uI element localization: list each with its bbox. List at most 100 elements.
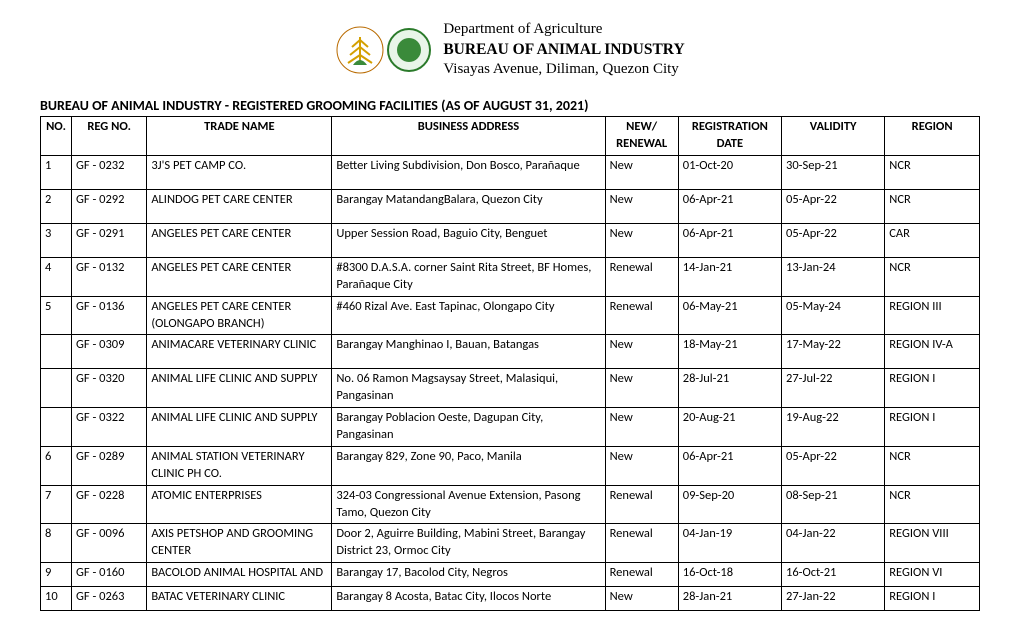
- cell-nr: Renewal: [605, 296, 678, 335]
- cell-trade: 3J'S PET CAMP CO.: [147, 155, 332, 189]
- cell-validity: 13-Jan-24: [782, 257, 885, 296]
- cell-no: 7: [41, 485, 72, 524]
- table-row: 5GF - 0136ANGELES PET CARE CENTER (OLONG…: [41, 296, 980, 335]
- cell-no: 5: [41, 296, 72, 335]
- cell-regno: GF - 0232: [72, 155, 147, 189]
- da-logo: [335, 25, 385, 75]
- cell-regno: GF - 0136: [72, 296, 147, 335]
- cell-date: 06-Apr-21: [678, 189, 781, 223]
- cell-date: 06-Apr-21: [678, 223, 781, 257]
- col-trade: TRADE NAME: [147, 117, 332, 156]
- cell-no: 4: [41, 257, 72, 296]
- cell-date: 14-Jan-21: [678, 257, 781, 296]
- cell-addr: Better Living Subdivision, Don Bosco, Pa…: [332, 155, 605, 189]
- cell-validity: 30-Sep-21: [782, 155, 885, 189]
- cell-nr: New: [605, 446, 678, 485]
- cell-addr: #460 Rizal Ave. East Tapinac, Olongapo C…: [332, 296, 605, 335]
- cell-validity: 16-Oct-21: [782, 563, 885, 587]
- cell-no: 2: [41, 189, 72, 223]
- cell-regno: GF - 0320: [72, 369, 147, 408]
- cell-trade: ANGELES PET CARE CENTER (OLONGAPO BRANCH…: [147, 296, 332, 335]
- table-row: GF - 0320ANIMAL LIFE CLINIC AND SUPPLYNo…: [41, 369, 980, 408]
- cell-addr: No. 06 Ramon Magsaysay Street, Malasiqui…: [332, 369, 605, 408]
- cell-validity: 04-Jan-22: [782, 524, 885, 563]
- cell-region: REGION III: [885, 296, 980, 335]
- cell-addr: Barangay 829, Zone 90, Paco, Manila: [332, 446, 605, 485]
- cell-nr: New: [605, 223, 678, 257]
- table-row: 3GF - 0291ANGELES PET CARE CENTERUpper S…: [41, 223, 980, 257]
- header-text: Department of Agriculture BUREAU OF ANIM…: [443, 20, 684, 79]
- cell-date: 06-May-21: [678, 296, 781, 335]
- cell-nr: Renewal: [605, 257, 678, 296]
- cell-regno: GF - 0228: [72, 485, 147, 524]
- cell-nr: New: [605, 587, 678, 611]
- cell-addr: Barangay Poblacion Oeste, Dagupan City, …: [332, 408, 605, 447]
- cell-nr: New: [605, 335, 678, 369]
- dept-line: Department of Agriculture: [443, 20, 684, 40]
- cell-regno: GF - 0291: [72, 223, 147, 257]
- cell-nr: New: [605, 189, 678, 223]
- cell-validity: 27-Jul-22: [782, 369, 885, 408]
- cell-region: REGION IV-A: [885, 335, 980, 369]
- cell-region: REGION I: [885, 587, 980, 611]
- cell-addr: Barangay 8 Acosta, Batac City, Ilocos No…: [332, 587, 605, 611]
- cell-date: 04-Jan-19: [678, 524, 781, 563]
- cell-addr: Barangay MatandangBalara, Quezon City: [332, 189, 605, 223]
- cell-region: NCR: [885, 257, 980, 296]
- cell-regno: GF - 0160: [72, 563, 147, 587]
- cell-date: 28-Jul-21: [678, 369, 781, 408]
- cell-region: NCR: [885, 485, 980, 524]
- cell-region: NCR: [885, 155, 980, 189]
- cell-date: 18-May-21: [678, 335, 781, 369]
- cell-trade: ANGELES PET CARE CENTER: [147, 257, 332, 296]
- cell-date: 01-Oct-20: [678, 155, 781, 189]
- col-addr: BUSINESS ADDRESS: [332, 117, 605, 156]
- cell-trade: ANIMACARE VETERINARY CLINIC: [147, 335, 332, 369]
- cell-no: 9: [41, 563, 72, 587]
- table-row: 2GF - 0292ALINDOG PET CARE CENTERBaranga…: [41, 189, 980, 223]
- cell-validity: 17-May-22: [782, 335, 885, 369]
- cell-region: CAR: [885, 223, 980, 257]
- table-row: GF - 0322ANIMAL LIFE CLINIC AND SUPPLYBa…: [41, 408, 980, 447]
- cell-regno: GF - 0132: [72, 257, 147, 296]
- cell-region: NCR: [885, 189, 980, 223]
- table-row: GF - 0309ANIMACARE VETERINARY CLINICBara…: [41, 335, 980, 369]
- cell-date: 09-Sep-20: [678, 485, 781, 524]
- cell-date: 06-Apr-21: [678, 446, 781, 485]
- cell-regno: GF - 0292: [72, 189, 147, 223]
- cell-regno: GF - 0096: [72, 524, 147, 563]
- col-validity: VALIDITY: [782, 117, 885, 156]
- address-line: Visayas Avenue, Diliman, Quezon City: [443, 60, 684, 80]
- cell-validity: 05-Apr-22: [782, 446, 885, 485]
- cell-validity: 05-May-24: [782, 296, 885, 335]
- cell-regno: GF - 0322: [72, 408, 147, 447]
- cell-date: 28-Jan-21: [678, 587, 781, 611]
- cell-nr: Renewal: [605, 485, 678, 524]
- cell-no: [41, 369, 72, 408]
- cell-no: [41, 335, 72, 369]
- cell-region: REGION VI: [885, 563, 980, 587]
- cell-validity: 19-Aug-22: [782, 408, 885, 447]
- facilities-table: NO. REG NO. TRADE NAME BUSINESS ADDRESS …: [40, 116, 980, 611]
- cell-trade: ANIMAL STATION VETERINARY CLINIC PH CO.: [147, 446, 332, 485]
- cell-no: 1: [41, 155, 72, 189]
- cell-region: REGION I: [885, 369, 980, 408]
- cell-regno: GF - 0309: [72, 335, 147, 369]
- col-nr: NEW/RENEWAL: [605, 117, 678, 156]
- table-row: 7GF - 0228ATOMIC ENTERPRISES324-03 Congr…: [41, 485, 980, 524]
- cell-addr: Door 2, Aguirre Building, Mabini Street,…: [332, 524, 605, 563]
- table-row: 6GF - 0289ANIMAL STATION VETERINARY CLIN…: [41, 446, 980, 485]
- cell-region: NCR: [885, 446, 980, 485]
- table-row: 4GF - 0132ANGELES PET CARE CENTER#8300 D…: [41, 257, 980, 296]
- header-logos: [335, 25, 431, 75]
- col-region: REGION: [885, 117, 980, 156]
- cell-date: 16-Oct-18: [678, 563, 781, 587]
- cell-addr: Barangay Manghinao I, Bauan, Batangas: [332, 335, 605, 369]
- cell-validity: 05-Apr-22: [782, 189, 885, 223]
- bureau-line: BUREAU OF ANIMAL INDUSTRY: [443, 40, 684, 60]
- cell-region: REGION VIII: [885, 524, 980, 563]
- cell-trade: BATAC VETERINARY CLINIC: [147, 587, 332, 611]
- cell-nr: New: [605, 155, 678, 189]
- col-no: NO.: [41, 117, 72, 156]
- cell-trade: BACOLOD ANIMAL HOSPITAL AND: [147, 563, 332, 587]
